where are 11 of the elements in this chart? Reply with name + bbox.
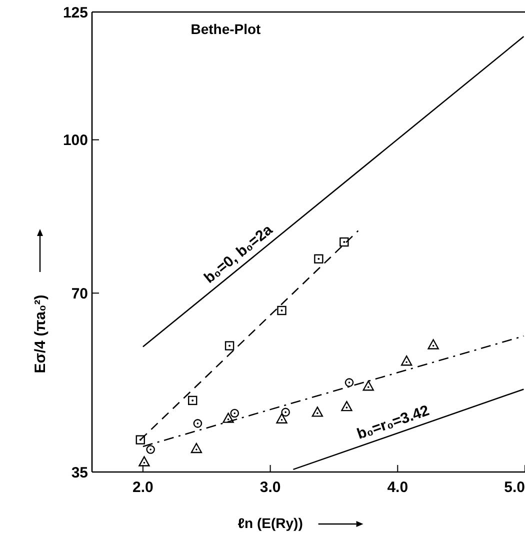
x-axis-title: ℓn (E(Ry)) bbox=[238, 515, 303, 531]
text: Bethe-Plot bbox=[190, 21, 262, 37]
x-tick-label: 4.0 bbox=[387, 479, 408, 496]
y-tick-label: 70 bbox=[71, 285, 88, 302]
x-tick-label: 5.0 bbox=[504, 479, 525, 496]
x-tick-label: 2.0 bbox=[132, 479, 154, 496]
y-tick-label: 100 bbox=[62, 132, 88, 150]
y-tick-label: 35 bbox=[71, 464, 88, 482]
y-tick-label: 125 bbox=[62, 4, 88, 22]
x-tick-label: 3.0 bbox=[260, 479, 281, 496]
y-axis-title: Eσ/4 (πa₀²) bbox=[32, 294, 49, 374]
